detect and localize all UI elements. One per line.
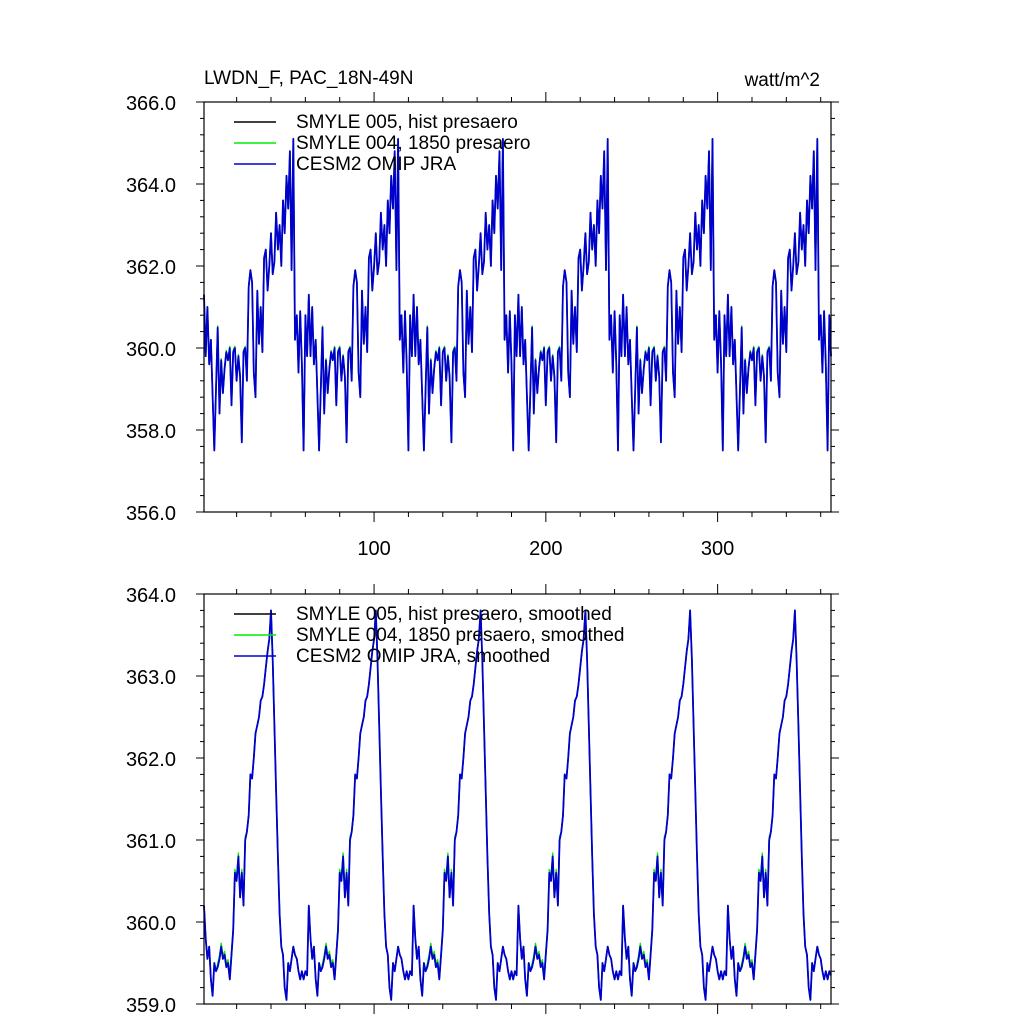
y-tick-label: 361.0 [126, 831, 176, 853]
y-tick-label: 360.0 [126, 339, 176, 361]
panel-top: 356.0 358.0 360.0 362.0 364.0 366.0 100 200 300 S… [126, 92, 839, 560]
x-tick-label: 200 [529, 538, 562, 560]
legend-label-1: SMYLE 005, hist presaero [296, 112, 518, 133]
y-tick-label: 362.0 [126, 749, 176, 771]
panel-bottom: 359.0 360.0 361.0 362.0 363.0 364.0 SMYLE 005,… [126, 584, 839, 1017]
y-tick-label: 364.0 [126, 585, 176, 607]
y-tick-label: 356.0 [126, 503, 176, 525]
chart-units-label: watt/m^2 [744, 70, 820, 91]
x-tick-label: 100 [357, 538, 390, 560]
series-line-3 [203, 609, 832, 1001]
y-tick-label: 360.0 [126, 913, 176, 935]
plot-frame [203, 593, 832, 1005]
series-line-3 [203, 138, 832, 452]
legend-label-1: SMYLE 005, hist presaero, smoothed [296, 604, 612, 625]
y-tick-label: 358.0 [126, 421, 176, 443]
plot-frame [203, 101, 832, 513]
y-tick-label: 359.0 [126, 995, 176, 1017]
y-tick-label: 364.0 [126, 175, 176, 197]
legend-label-2: SMYLE 004, 1850 presaero, smoothed [296, 625, 624, 646]
chart-title-left: LWDN_F, PAC_18N-49N [204, 68, 413, 89]
legend-label-3: CESM2 OMIP JRA, smoothed [296, 646, 550, 667]
y-tick-label: 362.0 [126, 257, 176, 279]
y-tick-label: 366.0 [126, 93, 176, 115]
y-tick-label: 363.0 [126, 667, 176, 689]
legend-label-2: SMYLE 004, 1850 presaero [296, 133, 531, 154]
legend-label-3: CESM2 OMIP JRA [296, 154, 456, 175]
x-tick-label: 300 [701, 538, 734, 560]
